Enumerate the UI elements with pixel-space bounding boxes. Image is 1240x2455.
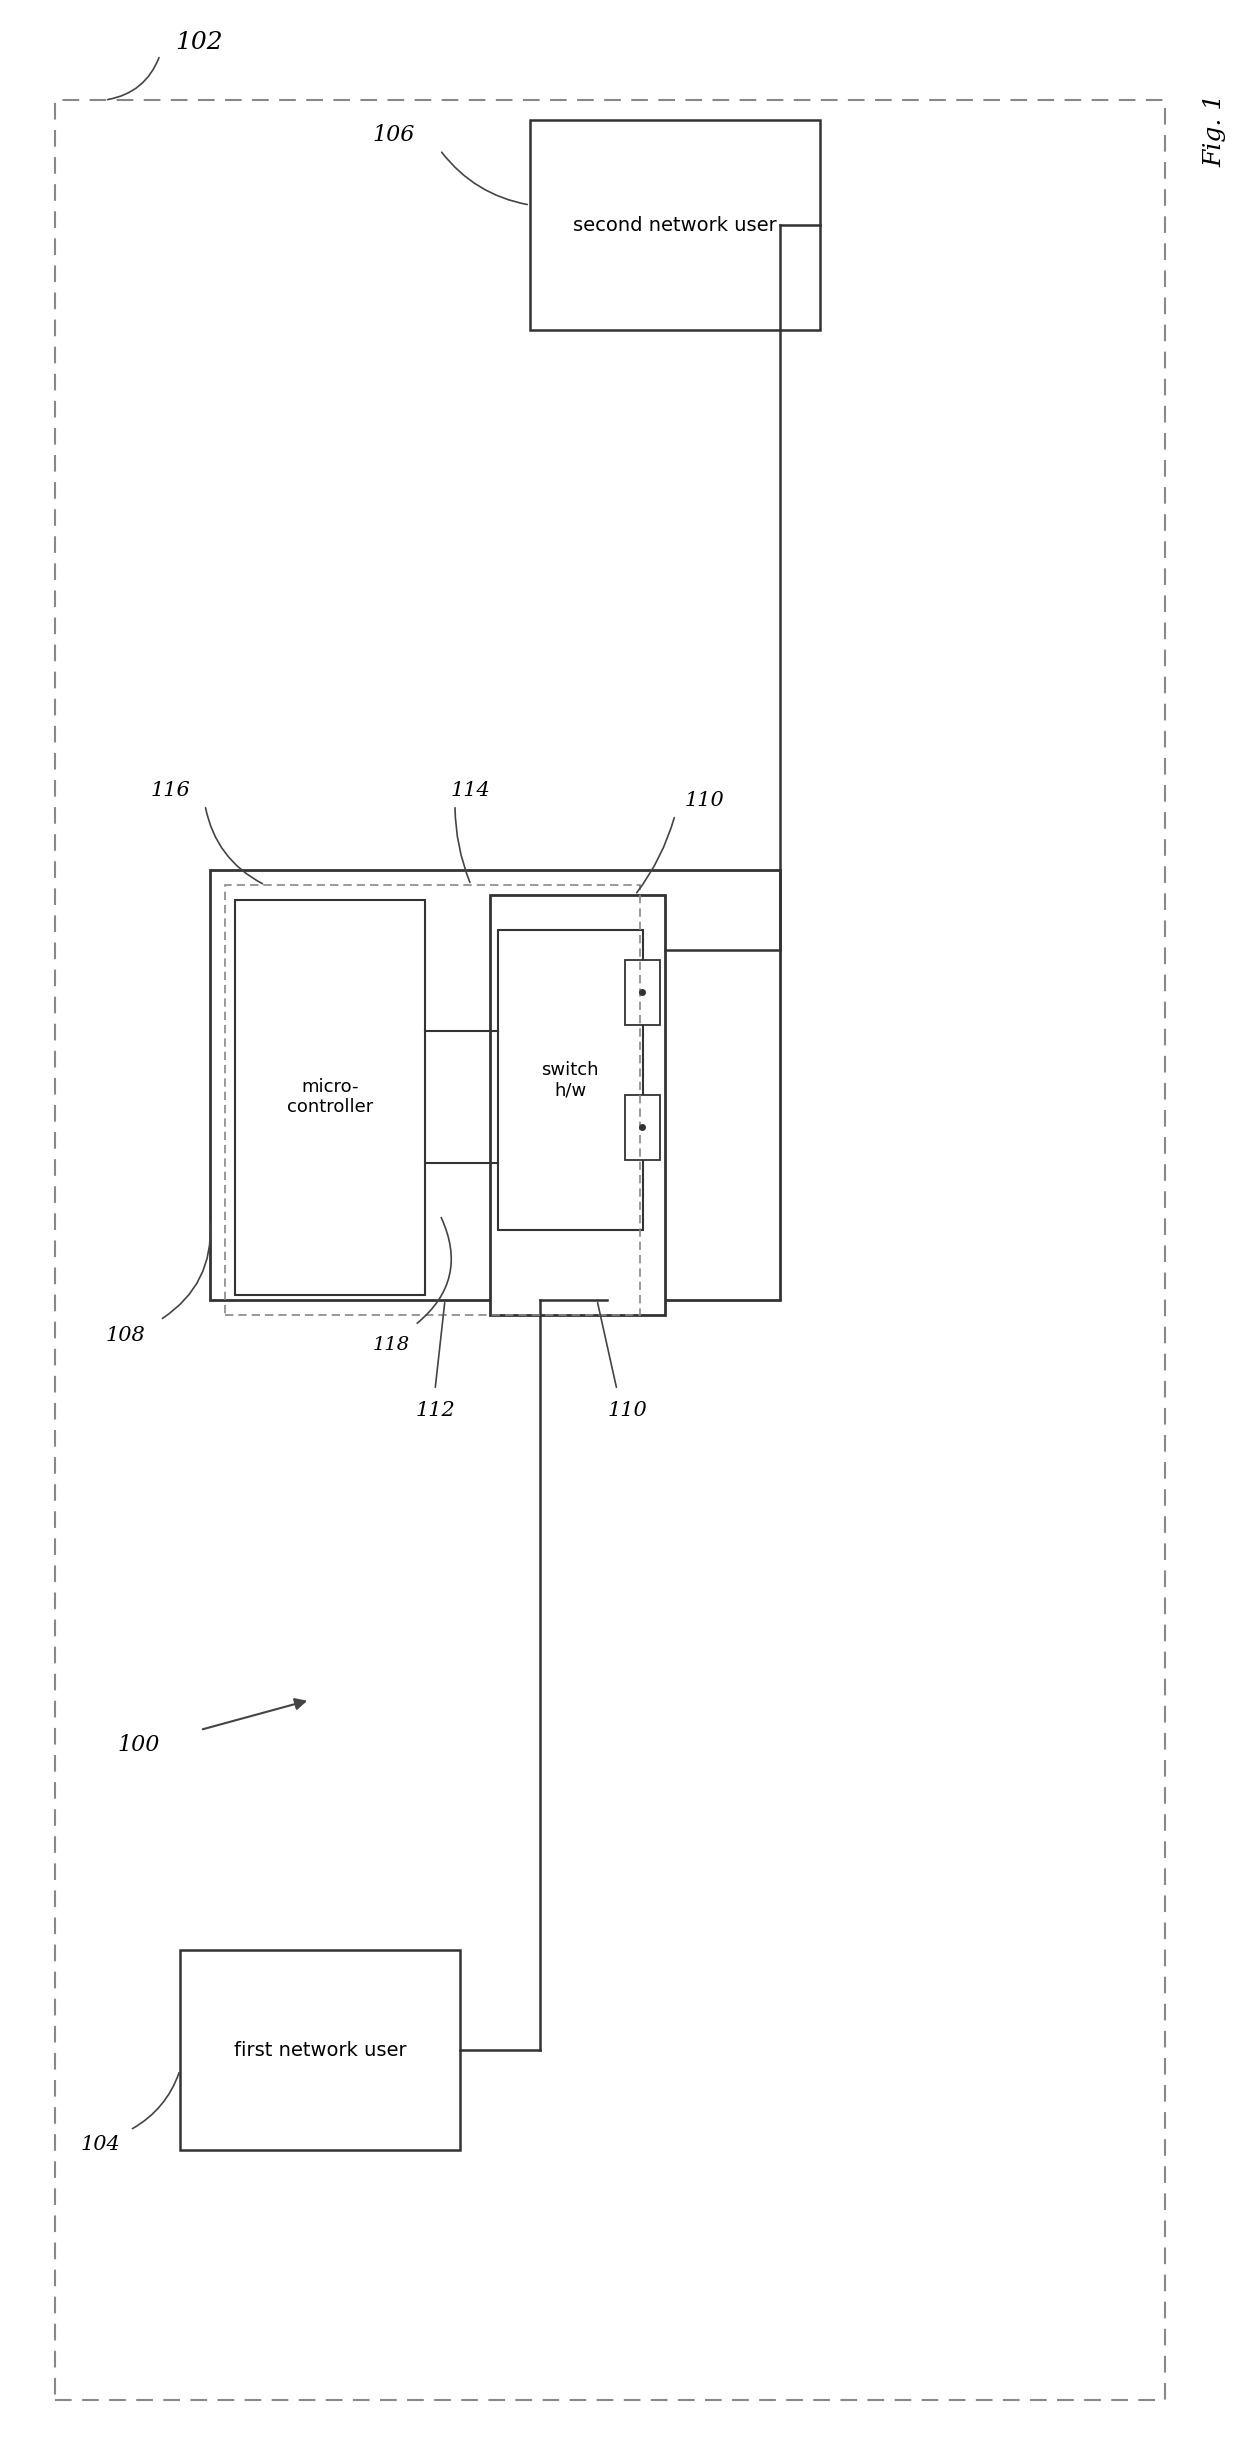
Text: Fig. 1: Fig. 1 xyxy=(1204,93,1226,167)
Text: micro-
controller: micro- controller xyxy=(286,1078,373,1117)
Text: 110: 110 xyxy=(684,791,724,810)
Bar xyxy=(625,960,660,1026)
Text: 108: 108 xyxy=(105,1326,145,1345)
Bar xyxy=(498,930,644,1230)
Bar xyxy=(625,1095,660,1161)
Text: 100: 100 xyxy=(118,1733,160,1755)
Text: 114: 114 xyxy=(450,781,490,800)
Text: 104: 104 xyxy=(81,2136,120,2155)
Text: switch
h/w: switch h/w xyxy=(541,1061,599,1100)
Bar xyxy=(180,1949,460,2151)
Text: 106: 106 xyxy=(373,125,415,145)
Text: 102: 102 xyxy=(175,29,223,54)
Bar xyxy=(529,120,820,329)
Text: 112: 112 xyxy=(415,1399,455,1419)
Bar xyxy=(224,884,640,1316)
Text: first network user: first network user xyxy=(233,2040,407,2060)
Bar xyxy=(210,869,780,1301)
Text: second network user: second network user xyxy=(573,216,777,236)
Bar xyxy=(490,896,665,1316)
Bar xyxy=(55,101,1166,2401)
Text: 118: 118 xyxy=(373,1336,410,1355)
Text: 110: 110 xyxy=(608,1399,647,1419)
Bar xyxy=(236,901,425,1294)
Text: 116: 116 xyxy=(150,781,190,800)
